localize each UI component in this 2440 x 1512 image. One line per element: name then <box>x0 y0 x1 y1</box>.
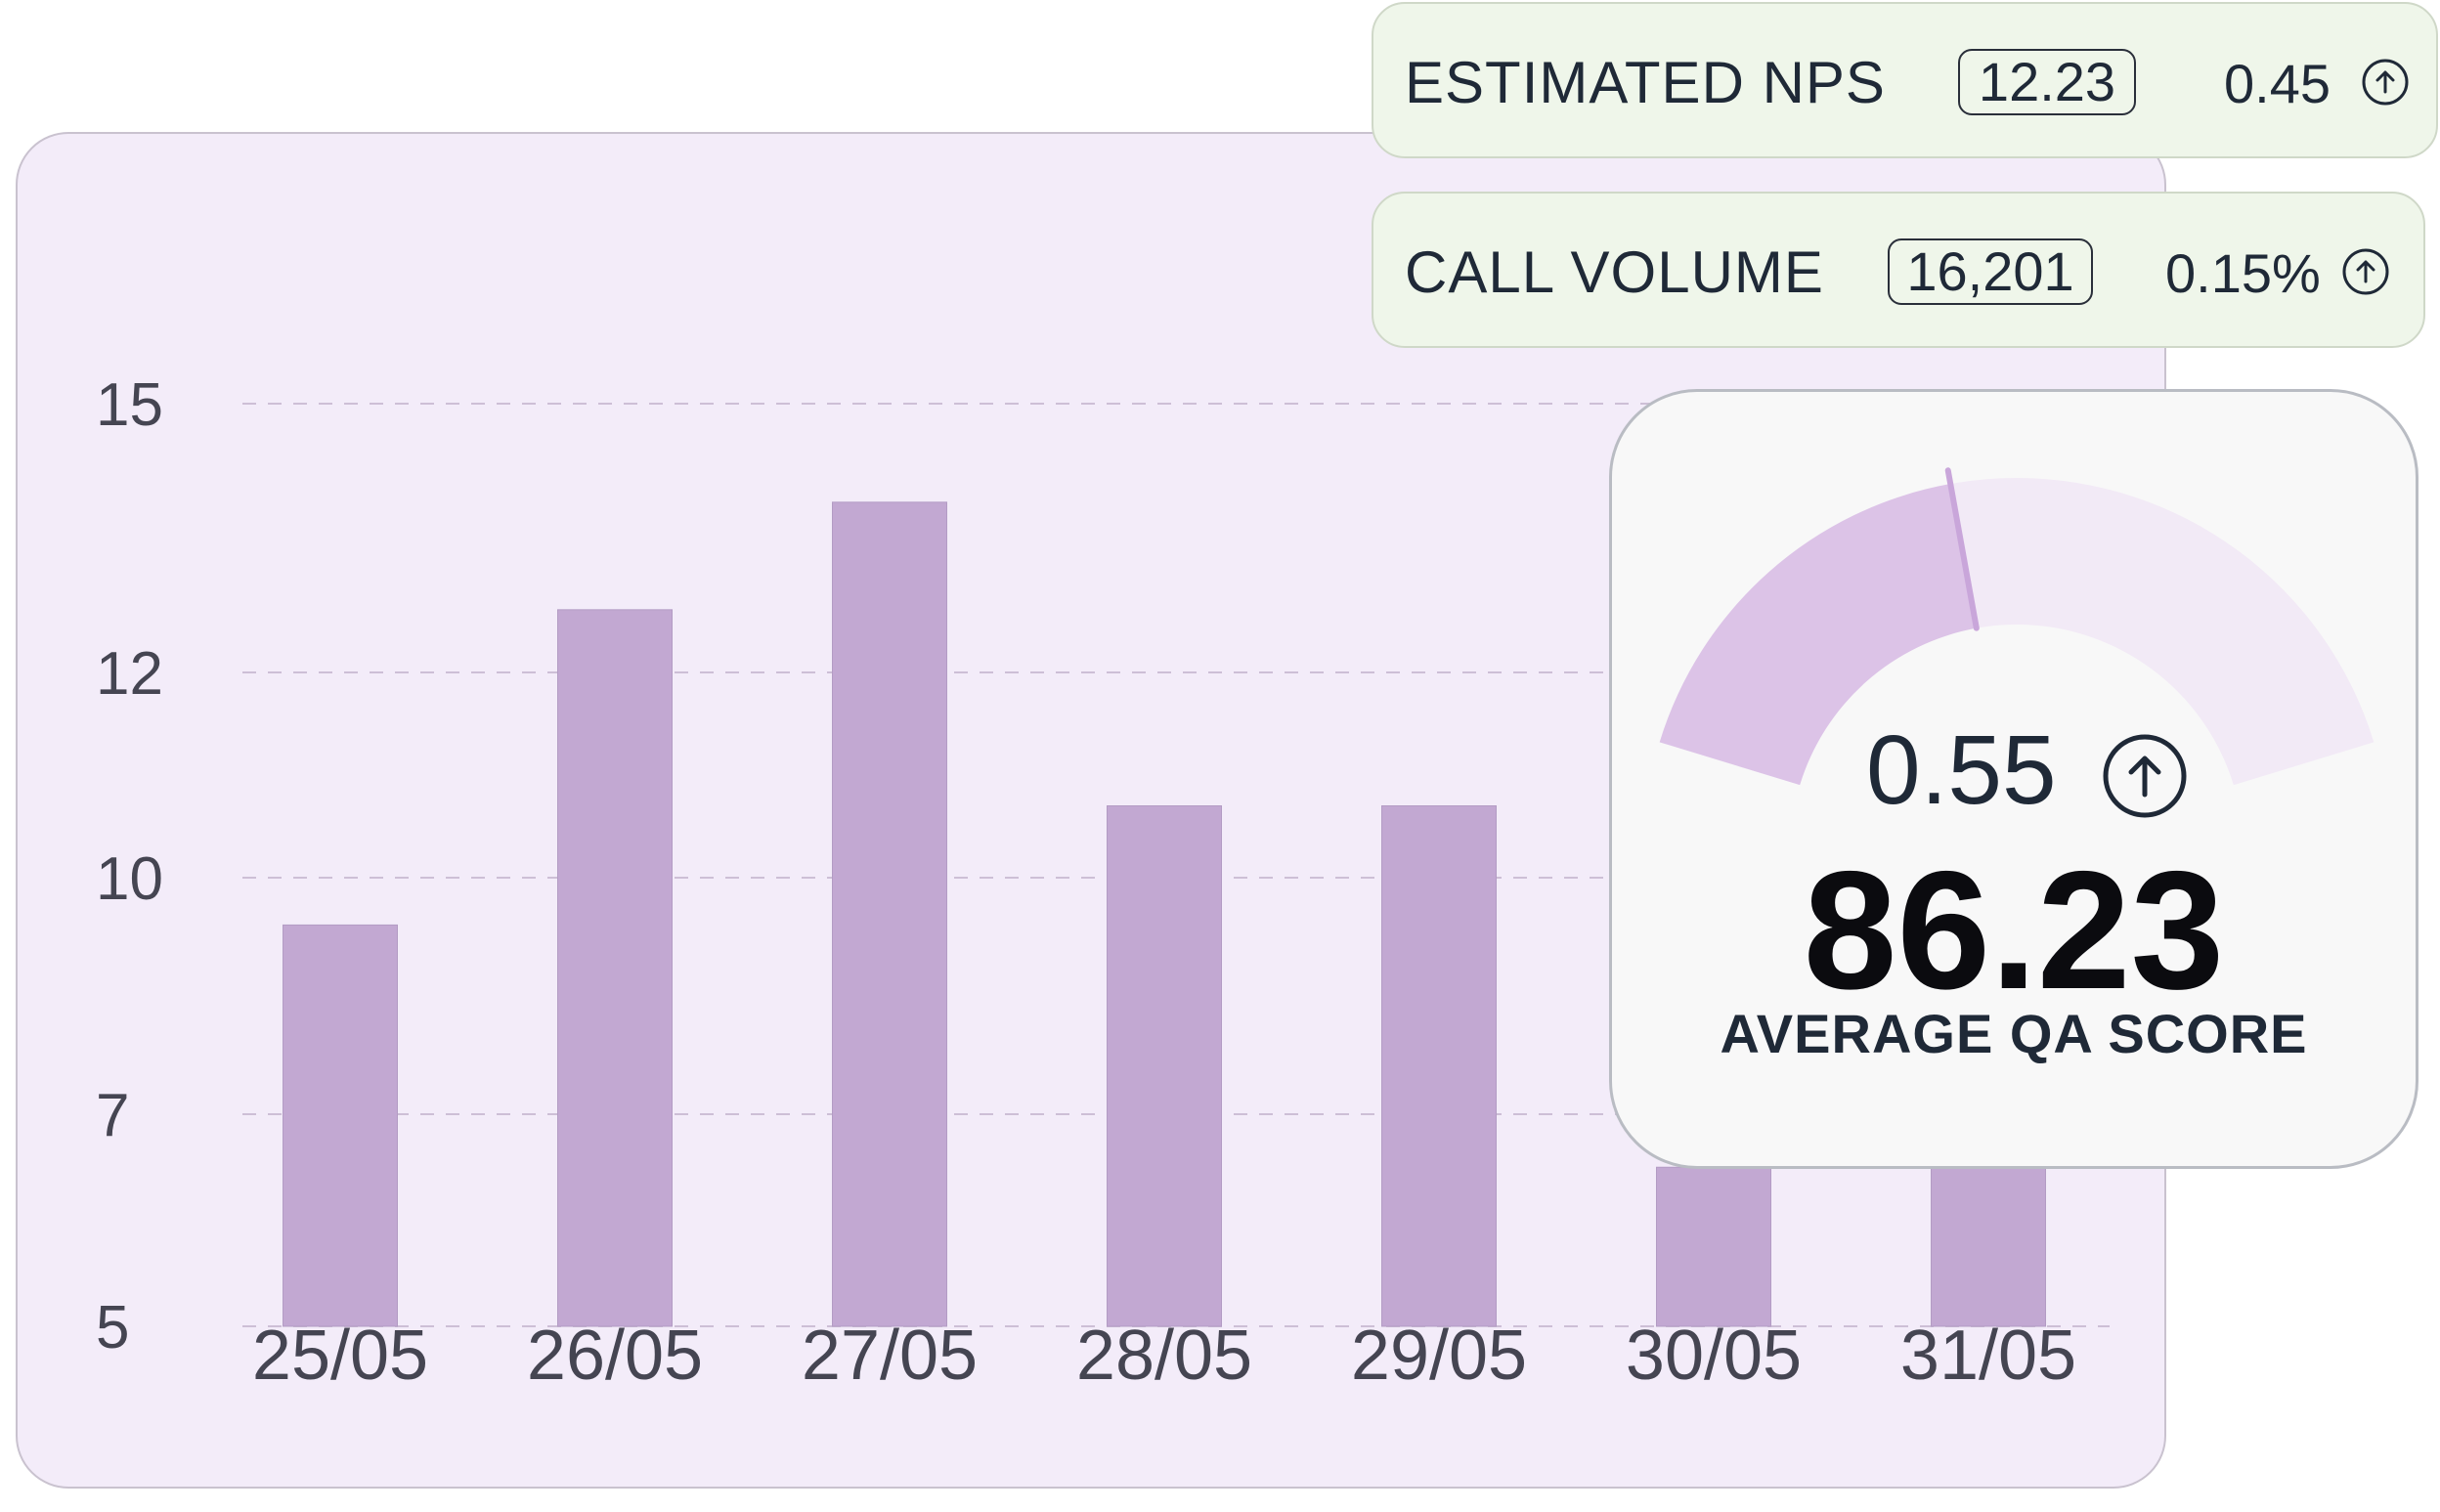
qa-change: 0.55 <box>1866 715 2057 825</box>
qa-score-card: 0.55 86.23 AVERAGE QA SCORE <box>1609 389 2418 1169</box>
arrow-up-circle-icon <box>2362 59 2409 106</box>
metric-card-call-volume: CALL VOLUME 16,201 0.15% <box>1372 192 2425 348</box>
y-tick-label: 12 <box>96 640 163 708</box>
y-tick-label: 7 <box>96 1082 129 1149</box>
bar <box>1931 1166 2046 1327</box>
qa-gauge <box>1659 467 2375 786</box>
y-tick-label: 5 <box>96 1294 129 1361</box>
metric-card-nps: ESTIMATED NPS 12.23 0.45 <box>1372 2 2438 158</box>
bar <box>1107 805 1222 1327</box>
qa-score-value: 86.23 <box>1803 837 2225 1024</box>
x-tick-label: 27/05 <box>802 1317 978 1395</box>
x-tick-label: 25/05 <box>252 1317 428 1395</box>
x-tick-label: 30/05 <box>1626 1317 1802 1395</box>
metric-title: ESTIMATED NPS <box>1405 50 1886 115</box>
metric-value-badge: 12.23 <box>1958 49 2136 115</box>
x-tick-label: 26/05 <box>527 1317 703 1395</box>
bar <box>283 924 398 1327</box>
bar <box>557 609 673 1327</box>
metric-title: CALL VOLUME <box>1405 239 1824 305</box>
x-tick-label: 28/05 <box>1076 1317 1252 1395</box>
y-tick-label: 10 <box>96 845 163 913</box>
x-tick-label: 29/05 <box>1351 1317 1527 1395</box>
metric-value-badge: 16,201 <box>1888 238 2093 305</box>
bar <box>1656 1166 1771 1327</box>
arrow-up-circle-icon <box>2342 248 2389 295</box>
arrow-up-circle-icon <box>2103 734 2187 818</box>
metric-change: 0.15% <box>2165 242 2321 304</box>
gauge-needle <box>1944 467 1980 631</box>
metric-change: 0.45 <box>2224 53 2331 114</box>
bar <box>832 501 947 1327</box>
x-tick-label: 31/05 <box>1900 1317 2076 1395</box>
qa-score-label: AVERAGE QA SCORE <box>1720 1003 2308 1064</box>
bar <box>1381 805 1497 1327</box>
bar-chart: 15 12 10 7 5 25/05 26/05 27/05 28/05 29/05 30/05 31… <box>96 371 2110 1395</box>
y-tick-label: 15 <box>96 371 163 439</box>
gauge-fill <box>1659 484 1977 786</box>
